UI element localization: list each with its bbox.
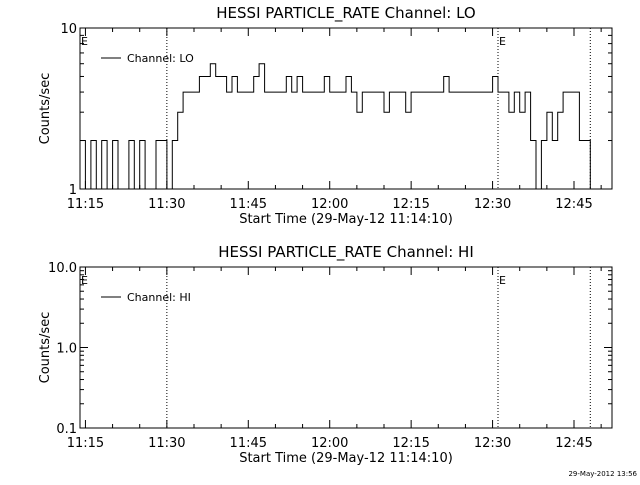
x-tick-label: 11:45 — [230, 436, 267, 451]
y-axis-label: Counts/sec — [38, 73, 53, 145]
x-axis-label: Start Time (29-May-12 11:14:10) — [239, 212, 453, 227]
y-tick-label: 0.1 — [56, 422, 77, 437]
plot-frame — [79, 27, 613, 190]
x-axis-label: Start Time (29-May-12 11:14:10) — [239, 451, 453, 466]
x-tick-label: 11:15 — [67, 197, 104, 212]
y-axis-label: Counts/sec — [38, 312, 53, 384]
x-tick-label: 12:30 — [474, 197, 511, 212]
event-marker-label: E — [499, 274, 506, 287]
footer-timestamp: 29-May-2012 13:56 — [568, 470, 637, 478]
series-line-channel-lo — [80, 63, 593, 190]
event-marker-label: E — [499, 35, 506, 48]
x-tick-label: 12:45 — [555, 197, 592, 212]
x-tick-label: 12:45 — [555, 436, 592, 451]
x-tick-label: 11:30 — [148, 197, 185, 212]
y-tick-label: 1 — [69, 183, 77, 198]
x-tick-label: 12:30 — [474, 436, 511, 451]
x-tick-label: 12:00 — [311, 436, 348, 451]
start-marker-label: E — [81, 35, 88, 48]
x-tick-label: 12:15 — [392, 436, 429, 451]
x-tick-label: 11:15 — [67, 436, 104, 451]
x-tick-label: 11:45 — [230, 197, 267, 212]
chart-title: HESSI PARTICLE_RATE Channel: HI — [218, 243, 474, 262]
y-tick-label: 10.0 — [48, 261, 77, 276]
start-marker-label: E — [81, 274, 88, 287]
x-tick-label: 11:30 — [148, 436, 185, 451]
x-tick-label: 12:00 — [311, 197, 348, 212]
panel-hi: HESSI PARTICLE_RATE Channel: HI 11:15 11:3… — [38, 243, 613, 466]
chart-title: HESSI PARTICLE_RATE Channel: LO — [216, 4, 475, 23]
legend-label: Channel: HI — [127, 291, 191, 304]
x-tick-label: 12:15 — [392, 197, 429, 212]
y-tick-label: 1.0 — [56, 342, 77, 357]
legend-label: Channel: LO — [127, 52, 194, 65]
y-tick-label: 10 — [60, 22, 77, 37]
panel-lo: HESSI PARTICLE_RATE Channel: LO 11:15 11:3… — [38, 4, 613, 227]
